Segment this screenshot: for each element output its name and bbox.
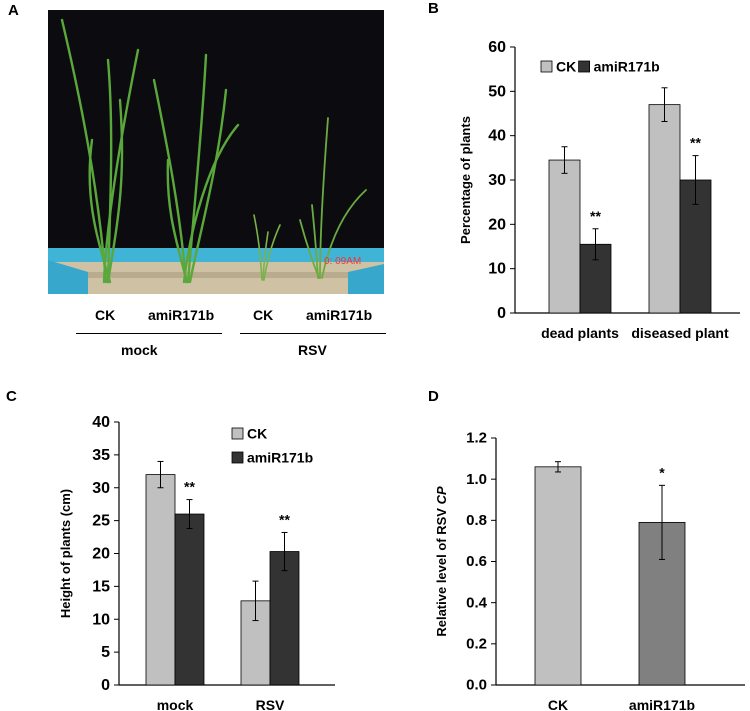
legend-label-ck: CK — [247, 426, 267, 442]
y-tick-label: 40 — [488, 128, 506, 145]
legend-label-amir171b: amiR171b — [594, 59, 660, 75]
tray-front-left — [48, 260, 88, 294]
x-tick-label: mock — [157, 697, 194, 711]
y-tick-label: 0 — [101, 677, 110, 694]
y-tick-label: 0.4 — [466, 594, 488, 611]
significance-label: * — [659, 464, 665, 480]
bar-ck-dead-plants — [548, 159, 581, 314]
plant-label-rsv-ck: CK — [253, 307, 274, 323]
legend-swatch-amir171b — [231, 451, 244, 464]
y-tick-label: 0 — [497, 305, 506, 322]
rice-plants-photo: 0: 09AM — [48, 10, 384, 294]
bar-value-ck — [534, 466, 582, 686]
y-tick-label: 0.2 — [466, 636, 487, 653]
y-tick-label: 15 — [92, 578, 110, 595]
y-tick-label: 1.0 — [466, 471, 487, 488]
legend-swatch-ck — [231, 427, 244, 440]
group-label-mock: mock — [121, 342, 158, 358]
y-tick-label: 30 — [488, 172, 506, 189]
panel-c-letter: C — [6, 388, 17, 405]
significance-label: ** — [590, 208, 601, 224]
bar-amir171b-mock — [174, 513, 205, 686]
bar-ck-diseased-plant — [648, 104, 681, 314]
panel-a-letter: A — [8, 2, 19, 19]
x-tick-label: RSV — [256, 697, 285, 711]
y-axis-label: Height of plants (cm) — [58, 489, 73, 618]
y-tick-label: 0.8 — [466, 512, 487, 529]
legend-label-amir171b: amiR171b — [247, 450, 313, 466]
significance-label: ** — [690, 135, 701, 151]
y-tick-label: 0.6 — [466, 553, 487, 570]
x-tick-label: diseased plant — [631, 325, 729, 341]
y-tick-label: 35 — [92, 447, 110, 464]
y-tick-label: 25 — [92, 513, 110, 530]
y-tick-label: 1.2 — [466, 430, 487, 447]
photo-timestamp: 0: 09AM — [324, 256, 361, 267]
tray-front-right — [348, 264, 384, 294]
x-tick-label: CK — [548, 697, 568, 711]
y-tick-label: 20 — [92, 546, 110, 563]
plant-mock-amir171b — [152, 53, 240, 284]
plant-label-rsv-amir171b: amiR171b — [306, 307, 373, 323]
y-tick-label: 20 — [488, 216, 506, 233]
panel-d-letter: D — [428, 388, 439, 405]
significance-label: ** — [279, 511, 290, 527]
y-tick-label: 5 — [101, 644, 110, 661]
y-tick-label: 50 — [488, 83, 506, 100]
plant-label-mock-ck: CK — [95, 307, 116, 323]
y-tick-label: 0.0 — [466, 677, 487, 694]
y-tick-label: 30 — [92, 480, 110, 497]
rsv-group-rule — [240, 333, 386, 334]
group-label-rsv: RSV — [298, 342, 327, 358]
plant-rsv-amir171b — [299, 117, 367, 279]
x-tick-label: amiR171b — [629, 697, 695, 711]
legend-swatch-ck — [540, 60, 553, 73]
y-tick-label: 60 — [488, 39, 506, 56]
y-axis-label: Relative level of RSV CP — [434, 486, 449, 637]
bar-amir171b-rsv — [269, 551, 300, 686]
significance-label: ** — [184, 479, 195, 495]
panel-b-letter: B — [428, 0, 439, 17]
legend-swatch-amir171b — [578, 60, 590, 73]
y-tick-label: 40 — [92, 414, 110, 431]
plant-mock-ck — [60, 18, 140, 284]
bar-ck-mock — [145, 474, 176, 686]
plant-label-mock-amir171b: amiR171b — [148, 307, 215, 323]
mock-group-rule — [76, 333, 222, 334]
x-tick-label: dead plants — [541, 325, 619, 341]
plant-rsv-ck — [253, 214, 281, 281]
legend-label-ck: CK — [556, 59, 576, 75]
y-tick-label: 10 — [92, 611, 110, 628]
y-axis-label: Percentage of plants — [458, 116, 473, 244]
y-tick-label: 10 — [488, 261, 506, 278]
